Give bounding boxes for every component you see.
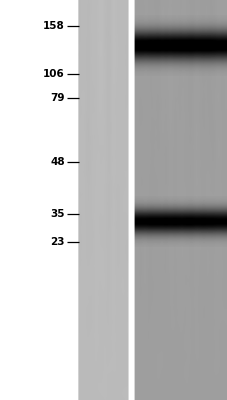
Text: 35: 35: [50, 209, 65, 219]
Text: 106: 106: [43, 69, 65, 79]
Text: 79: 79: [50, 93, 65, 103]
Text: 23: 23: [50, 237, 65, 247]
Text: 158: 158: [43, 21, 65, 31]
Text: 48: 48: [50, 157, 65, 167]
